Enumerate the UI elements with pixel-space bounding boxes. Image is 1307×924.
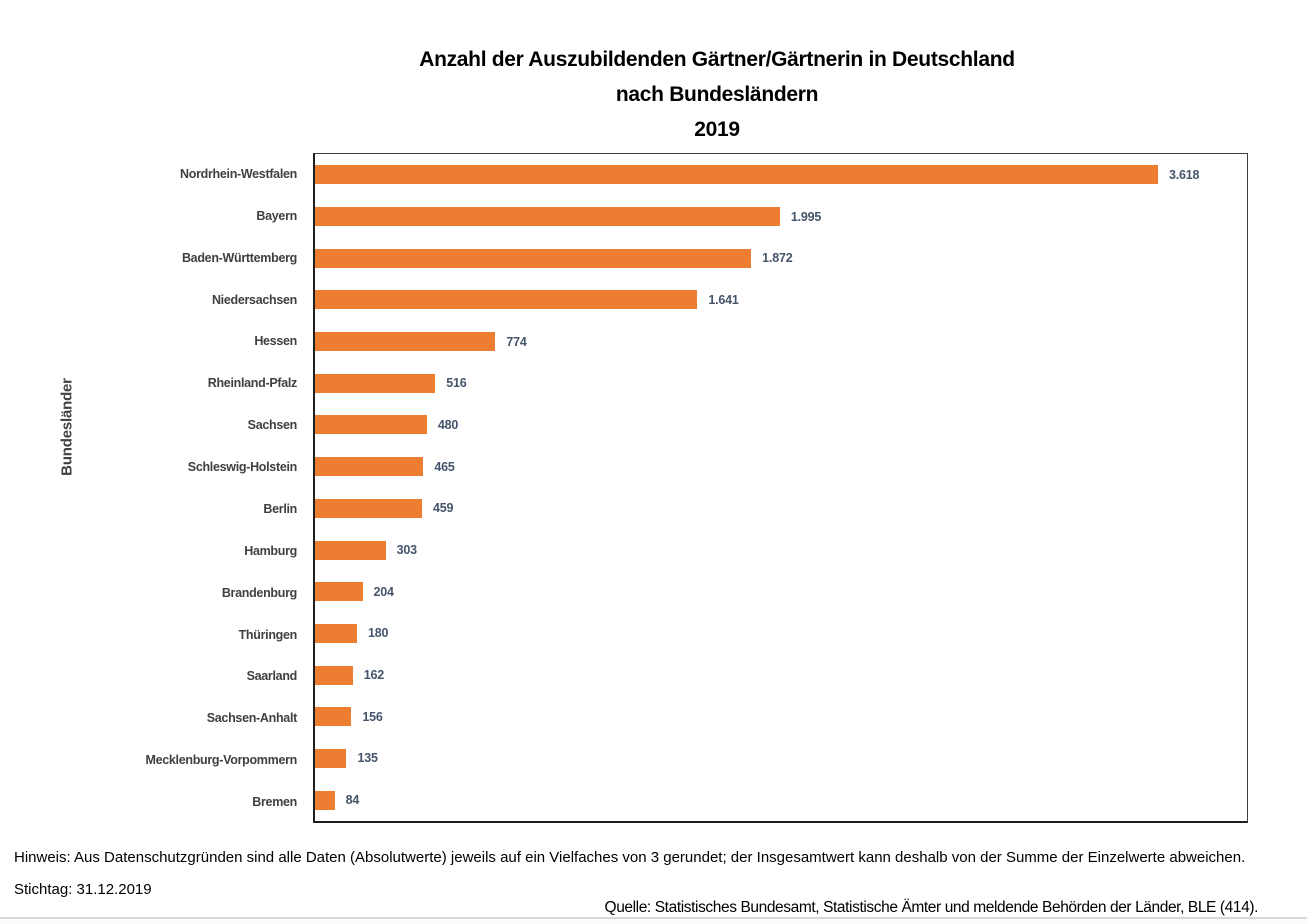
bar-row: 1.641 xyxy=(315,279,1247,321)
bar-value-label: 156 xyxy=(362,709,383,724)
bar-row: 84 xyxy=(315,779,1247,821)
bar-row: 156 xyxy=(315,696,1247,738)
category-label: Berlin xyxy=(263,501,297,516)
category-label: Bremen xyxy=(252,795,297,810)
bar-value-label: 459 xyxy=(432,501,454,516)
bar-row: 303 xyxy=(315,529,1247,571)
bar-value-label: 465 xyxy=(434,459,455,474)
category-label: Rheinland-Pfalz xyxy=(207,376,298,391)
bar-value-label: 84 xyxy=(345,793,360,808)
category-label: Baden-Württemberg xyxy=(181,250,297,265)
chart-title-line3: 2019 xyxy=(694,118,740,141)
bar xyxy=(315,248,752,268)
bar xyxy=(315,790,335,810)
bar-value-label: 135 xyxy=(357,751,378,766)
bar-row: 774 xyxy=(315,321,1247,363)
bar-row: 204 xyxy=(315,571,1247,613)
footnote-hinweis: Hinweis: Aus Datenschutzgründen sind all… xyxy=(14,849,1246,866)
bar xyxy=(315,498,422,518)
bar-row: 1.872 xyxy=(315,237,1247,279)
category-label: Hamburg xyxy=(244,543,297,558)
bar xyxy=(315,457,424,477)
chart-title: Anzahl der Auszubildenden Gärtner/Gärtne… xyxy=(186,42,1248,147)
bar-row: 180 xyxy=(315,613,1247,655)
footnote-quelle: Quelle: Statistisches Bundesamt, Statist… xyxy=(604,899,1259,916)
bar-row: 459 xyxy=(315,488,1247,530)
bar xyxy=(315,665,353,685)
bar-value-label: 480 xyxy=(437,417,459,432)
bar xyxy=(315,623,357,643)
chart-title-line2: nach Bundesländern xyxy=(615,83,819,106)
bar-value-label: 1.641 xyxy=(708,292,739,307)
category-label: Sachsen xyxy=(247,418,298,433)
category-label: Niedersachsen xyxy=(211,292,297,307)
bar-value-label: 204 xyxy=(373,584,394,599)
bar xyxy=(315,290,698,310)
category-label: Schleswig-Holstein xyxy=(187,460,298,475)
bar xyxy=(315,748,347,768)
bar-row: 162 xyxy=(315,654,1247,696)
bar-value-label: 1.995 xyxy=(790,209,822,224)
bar xyxy=(315,165,1158,185)
chart-title-line1: Anzahl der Auszubildenden Gärtner/Gärtne… xyxy=(419,48,1015,71)
footnote-stichtag: Stichtag: 31.12.2019 xyxy=(14,881,152,898)
bar-value-label: 303 xyxy=(396,543,417,558)
category-label: Hessen xyxy=(254,334,297,349)
bar xyxy=(315,540,386,560)
bottom-divider xyxy=(0,917,1307,924)
plot-area: 3.618 1.995 1.872 1.641 774 516 480 465 … xyxy=(313,153,1248,823)
bar-value-label: 180 xyxy=(367,626,389,641)
bar-value-label: 162 xyxy=(363,668,384,683)
category-label: Thüringen xyxy=(238,627,298,642)
bar-value-label: 3.618 xyxy=(1168,167,1200,182)
bar-row: 1.995 xyxy=(315,196,1247,238)
bar xyxy=(315,332,496,352)
category-label: Nordrhein-Westfalen xyxy=(180,166,297,181)
bar-row: 3.618 xyxy=(315,154,1247,196)
bar xyxy=(315,707,352,727)
bar xyxy=(315,415,427,435)
bar xyxy=(315,207,780,227)
bar-value-label: 516 xyxy=(446,376,467,391)
bar-value-label: 774 xyxy=(506,334,527,349)
category-label: Bayern xyxy=(256,208,297,223)
bar-row: 135 xyxy=(315,738,1247,780)
category-label: Saarland xyxy=(246,669,298,684)
bar xyxy=(315,373,436,393)
category-label: Sachsen-Anhalt xyxy=(206,711,298,726)
category-label: Mecklenburg-Vorpommern xyxy=(145,753,297,768)
category-label: Brandenburg xyxy=(221,585,297,600)
bar-value-label: 1.872 xyxy=(762,251,793,266)
category-axis-labels: Nordrhein-Westfalen Bayern Baden-Württembe… xyxy=(0,153,297,823)
bar-row: 480 xyxy=(315,404,1247,446)
bar-row: 516 xyxy=(315,362,1247,404)
bar-row: 465 xyxy=(315,446,1247,488)
bar xyxy=(315,582,363,602)
